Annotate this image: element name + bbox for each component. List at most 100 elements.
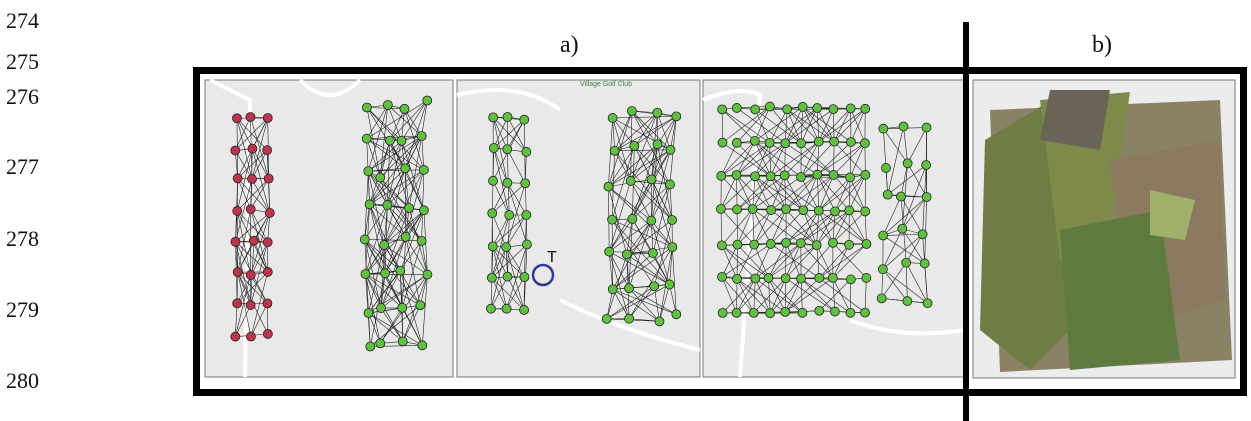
photo-patch bbox=[1040, 90, 1110, 150]
node bbox=[503, 178, 512, 187]
node bbox=[877, 294, 886, 303]
node bbox=[653, 108, 662, 117]
node bbox=[400, 104, 409, 113]
node bbox=[385, 136, 394, 145]
node bbox=[797, 274, 806, 283]
node bbox=[813, 104, 822, 113]
node bbox=[828, 238, 837, 247]
node bbox=[766, 172, 775, 181]
node bbox=[799, 206, 808, 215]
node bbox=[608, 113, 617, 122]
node bbox=[423, 96, 432, 105]
node bbox=[846, 308, 855, 317]
node bbox=[767, 206, 776, 215]
node bbox=[879, 124, 888, 133]
node bbox=[263, 114, 272, 123]
node bbox=[718, 308, 727, 317]
node bbox=[383, 101, 392, 110]
node bbox=[608, 215, 617, 224]
node bbox=[231, 332, 240, 341]
node bbox=[781, 307, 790, 316]
node bbox=[829, 105, 838, 114]
node bbox=[798, 102, 807, 111]
node bbox=[665, 280, 674, 289]
node bbox=[922, 123, 931, 132]
node bbox=[732, 171, 741, 180]
node bbox=[520, 273, 529, 282]
node bbox=[602, 314, 611, 323]
node bbox=[918, 230, 927, 239]
node bbox=[861, 104, 870, 113]
node bbox=[751, 274, 760, 283]
node bbox=[233, 268, 242, 277]
node bbox=[830, 137, 839, 146]
node bbox=[717, 241, 726, 250]
node bbox=[672, 112, 681, 121]
node bbox=[520, 115, 529, 124]
node bbox=[246, 112, 255, 121]
node bbox=[423, 270, 432, 279]
node bbox=[748, 205, 757, 214]
aerial-mosaic bbox=[980, 90, 1232, 372]
node bbox=[750, 240, 759, 249]
node bbox=[246, 301, 255, 310]
node bbox=[783, 105, 792, 114]
node bbox=[417, 132, 426, 141]
node bbox=[263, 299, 272, 308]
node bbox=[899, 122, 908, 131]
node bbox=[650, 282, 659, 291]
node bbox=[750, 136, 759, 145]
node bbox=[922, 160, 931, 169]
node bbox=[419, 165, 428, 174]
node bbox=[521, 179, 530, 188]
node bbox=[610, 146, 619, 155]
node bbox=[860, 139, 869, 148]
node bbox=[608, 285, 617, 294]
node bbox=[232, 114, 241, 123]
node bbox=[647, 175, 656, 184]
node bbox=[780, 171, 789, 180]
node bbox=[505, 211, 514, 220]
node bbox=[246, 205, 255, 214]
node bbox=[882, 163, 891, 172]
node bbox=[405, 203, 414, 212]
node bbox=[233, 206, 242, 215]
map-label: Village Golf Club bbox=[580, 81, 632, 88]
node bbox=[248, 144, 257, 153]
node bbox=[846, 138, 855, 147]
node bbox=[879, 231, 888, 240]
node bbox=[733, 205, 742, 214]
node bbox=[630, 141, 639, 150]
node bbox=[246, 332, 255, 341]
node bbox=[828, 273, 837, 282]
node bbox=[665, 180, 674, 189]
page: 274 275 276 277 278 279 280 a) b) T Vill… bbox=[0, 0, 1251, 421]
node bbox=[647, 216, 656, 225]
node bbox=[812, 241, 821, 250]
node bbox=[489, 113, 498, 122]
node bbox=[732, 138, 741, 147]
node bbox=[376, 339, 385, 348]
node bbox=[655, 317, 664, 326]
node bbox=[627, 106, 636, 115]
node bbox=[502, 243, 511, 252]
node bbox=[718, 272, 727, 281]
node bbox=[897, 192, 906, 201]
node bbox=[231, 146, 240, 155]
node bbox=[625, 314, 634, 323]
node bbox=[419, 206, 428, 215]
node bbox=[249, 236, 258, 245]
node bbox=[922, 192, 931, 201]
node bbox=[360, 235, 369, 244]
node bbox=[733, 274, 742, 283]
node bbox=[815, 306, 824, 315]
node bbox=[766, 309, 775, 318]
node bbox=[487, 273, 496, 282]
node bbox=[417, 236, 426, 245]
target-label: T bbox=[547, 249, 557, 266]
node bbox=[668, 215, 677, 224]
node bbox=[666, 145, 675, 154]
node bbox=[362, 103, 371, 112]
node bbox=[845, 206, 854, 215]
node bbox=[861, 170, 870, 179]
